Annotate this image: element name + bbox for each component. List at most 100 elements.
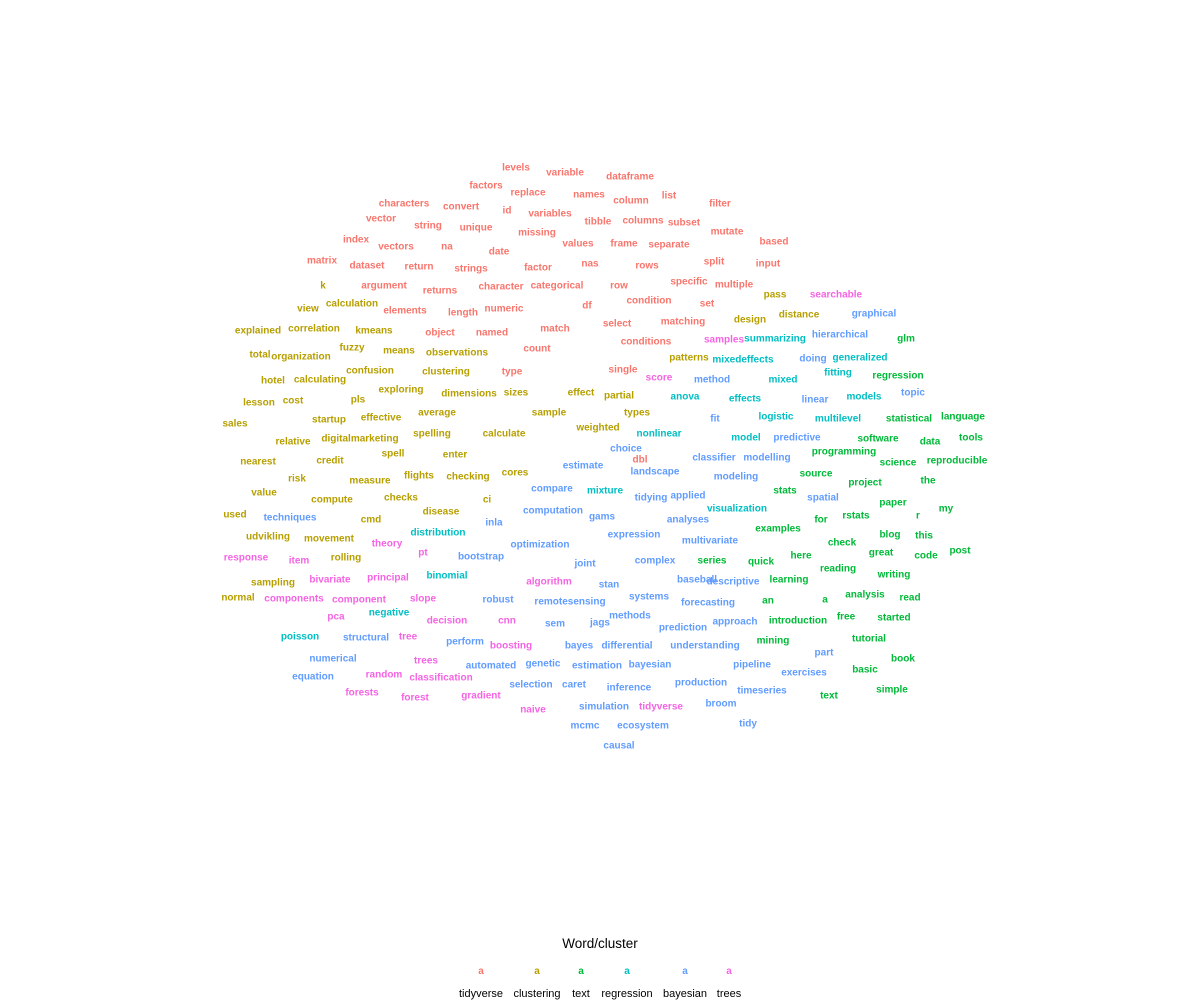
word-label: named xyxy=(476,328,508,339)
word-label: column xyxy=(613,196,649,207)
word-label: project xyxy=(848,478,882,489)
word-label: generalized xyxy=(832,353,887,364)
word-label: dataset xyxy=(349,261,385,272)
word-label: disease xyxy=(423,507,460,518)
word-label: string xyxy=(414,221,442,232)
word-label: input xyxy=(756,259,781,270)
word-label: inla xyxy=(485,518,503,529)
word-label: simulation xyxy=(579,702,629,713)
word-label: searchable xyxy=(810,290,863,301)
word-label: single xyxy=(609,365,638,376)
word-label: simple xyxy=(876,685,908,696)
word-label: fit xyxy=(710,414,720,425)
word-label: statistical xyxy=(886,414,932,425)
word-label: systems xyxy=(629,592,669,603)
word-label: basic xyxy=(852,665,878,676)
word-label: methods xyxy=(609,611,651,622)
word-label: effective xyxy=(361,413,402,424)
word-label: observations xyxy=(426,348,489,359)
word-label: rows xyxy=(635,261,659,272)
word-label: science xyxy=(880,458,917,469)
word-label: poisson xyxy=(281,632,319,643)
word-label: estimate xyxy=(563,461,604,472)
legend-key: a xyxy=(478,966,484,977)
word-label: distribution xyxy=(411,528,466,539)
word-label: expression xyxy=(608,530,661,541)
word-label: item xyxy=(289,556,310,567)
word-label: causal xyxy=(603,741,634,752)
word-label: split xyxy=(704,257,725,268)
word-label: nonlinear xyxy=(636,429,681,440)
legend: Word/cluster atidyverseaclusteringatexta… xyxy=(459,936,742,1000)
word-label: linear xyxy=(802,395,829,406)
word-label: series xyxy=(698,556,727,567)
word-label: random xyxy=(366,670,403,681)
word-label: models xyxy=(846,392,881,403)
word-label: mixedeffects xyxy=(712,355,774,366)
word-label: quick xyxy=(748,557,775,568)
word-label: return xyxy=(405,262,434,273)
word-label: model xyxy=(731,433,761,444)
word-label: pipeline xyxy=(733,660,771,671)
word-label: columns xyxy=(622,216,664,227)
word-label: pca xyxy=(327,612,345,623)
word-label: binomial xyxy=(426,571,467,582)
word-label: selection xyxy=(509,680,552,691)
word-label: landscape xyxy=(631,467,680,478)
word-label: learning xyxy=(770,575,809,586)
word-label: confusion xyxy=(346,366,394,377)
word-label: language xyxy=(941,412,985,423)
word-label: topic xyxy=(901,388,925,399)
word-label: ecosystem xyxy=(617,721,669,732)
word-label: decision xyxy=(427,616,468,627)
word-label: gradient xyxy=(461,691,501,702)
legend-item-text: a text xyxy=(572,966,590,1000)
word-label: types xyxy=(624,408,651,419)
word-label: calculating xyxy=(294,375,346,386)
word-label: object xyxy=(425,328,455,339)
word-label: startup xyxy=(312,415,346,426)
word-label: negative xyxy=(369,608,410,619)
word-label: matching xyxy=(661,317,705,328)
word-label: naive xyxy=(520,705,546,716)
word-label: variables xyxy=(528,209,572,220)
word-label: value xyxy=(251,488,277,499)
word-label: slope xyxy=(410,594,437,605)
word-label: robust xyxy=(482,595,514,606)
word-label: gams xyxy=(589,512,616,523)
word-label: reproducible xyxy=(927,456,988,467)
word-label: source xyxy=(800,469,833,480)
word-label: programming xyxy=(812,447,876,458)
word-label: read xyxy=(899,593,920,604)
word-label: predictive xyxy=(773,433,821,444)
word-label: writing xyxy=(877,570,911,581)
word-label: pass xyxy=(764,290,787,301)
word-label: udvikling xyxy=(246,532,290,543)
word-label: glm xyxy=(897,334,915,345)
word-label: an xyxy=(762,596,774,607)
word-label: sample xyxy=(532,408,567,419)
word-label: text xyxy=(820,691,838,702)
word-label: weighted xyxy=(575,423,619,434)
word-label: spelling xyxy=(413,429,451,440)
word-label: part xyxy=(815,648,835,659)
word-label: date xyxy=(489,247,510,258)
word-label: list xyxy=(662,191,677,202)
word-label: sizes xyxy=(504,388,529,399)
word-label: filter xyxy=(709,199,731,210)
word-label: numerical xyxy=(309,654,356,665)
legend-label: clustering xyxy=(513,988,560,1000)
word-label: cores xyxy=(502,468,529,479)
word-label: trees xyxy=(414,656,438,667)
word-label: values xyxy=(562,239,594,250)
word-label: character xyxy=(478,282,523,293)
word-label: enter xyxy=(443,450,468,461)
word-label: descriptive xyxy=(707,577,760,588)
word-label: bayesian xyxy=(629,660,672,671)
word-label: frame xyxy=(610,239,638,250)
legend-label: text xyxy=(572,988,590,1000)
word-label: sem xyxy=(545,619,565,630)
word-label: perform xyxy=(446,637,484,648)
